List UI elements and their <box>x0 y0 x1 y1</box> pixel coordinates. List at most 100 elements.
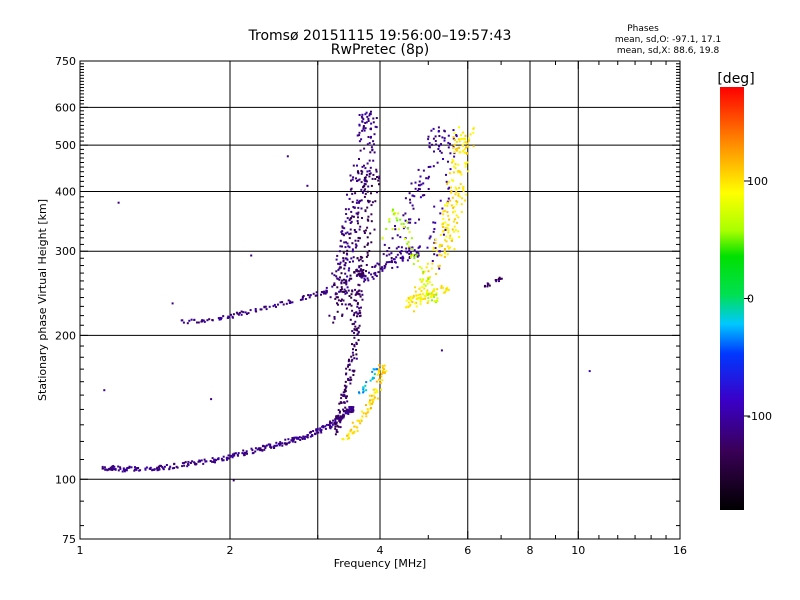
echo-point-11 <box>444 226 447 229</box>
echo-point-5 <box>418 245 421 248</box>
echo-point-6 <box>388 247 391 249</box>
echo-point-7 <box>441 207 444 210</box>
echo-point-1 <box>347 377 350 380</box>
echo-point-0 <box>171 467 174 470</box>
echo-point-8 <box>375 389 378 392</box>
echo-point-3 <box>342 233 345 236</box>
echo-point-2 <box>247 312 250 315</box>
echo-point-11 <box>462 131 464 134</box>
echo-point-0 <box>340 418 342 421</box>
echo-point-13 <box>373 373 376 376</box>
echo-point-3 <box>337 268 340 271</box>
echo-point-7 <box>432 230 435 233</box>
echo-point-11 <box>455 190 458 193</box>
echo-point-3 <box>372 121 375 124</box>
echo-point-6 <box>409 201 412 204</box>
echo-point-9 <box>425 266 428 269</box>
echo-point-13 <box>362 390 365 393</box>
echo-point-2 <box>275 305 277 308</box>
echo-point-6 <box>428 142 431 145</box>
echo-point-7 <box>453 155 456 158</box>
echo-point-2 <box>254 308 257 310</box>
echo-point-3 <box>356 164 358 167</box>
echo-point-1 <box>337 425 340 428</box>
echo-point-6 <box>394 228 397 231</box>
echo-point-5 <box>408 252 411 255</box>
y-axis-label: Stationary phase Virtual Height [km] <box>36 199 49 401</box>
echo-point-3 <box>344 292 347 295</box>
echo-point-3 <box>362 118 365 121</box>
echo-point-3 <box>348 246 351 249</box>
echo-point-8 <box>360 420 363 423</box>
echo-point-0 <box>233 452 236 455</box>
echo-point-3 <box>367 136 370 138</box>
echo-point-1 <box>359 311 362 314</box>
echo-point-9 <box>454 167 457 170</box>
echo-point-6 <box>404 212 407 215</box>
echo-point-8 <box>354 425 357 428</box>
echo-point-0 <box>312 430 315 432</box>
echo-point-10 <box>406 305 409 308</box>
echo-point-0 <box>213 458 216 461</box>
echo-point-0 <box>126 467 129 470</box>
echo-point-8 <box>347 432 350 435</box>
echo-point-0 <box>277 442 280 445</box>
echo-point-0 <box>231 453 234 456</box>
echo-point-3 <box>364 122 367 124</box>
y-tick-label: 75 <box>62 533 76 546</box>
echo-point-5 <box>401 255 404 258</box>
echo-point-3 <box>350 210 353 213</box>
echo-point-2 <box>282 303 285 306</box>
echo-point-4 <box>363 232 366 234</box>
echo-point-4 <box>358 293 361 296</box>
echo-point-12 <box>423 283 426 286</box>
echo-point-4 <box>365 270 367 273</box>
echo-point-0 <box>114 468 117 470</box>
echo-point-0 <box>181 462 184 465</box>
echo-point-8 <box>346 437 349 440</box>
echo-point-11 <box>450 191 453 194</box>
echo-point-7 <box>443 139 446 142</box>
echo-point-0 <box>186 465 189 468</box>
echo-point-4 <box>365 264 368 266</box>
echo-point-3 <box>338 267 341 270</box>
echo-point-3 <box>370 146 373 149</box>
echo-point-7 <box>452 129 455 132</box>
echo-point-8 <box>381 370 384 372</box>
echo-point-10 <box>445 287 448 290</box>
echo-point-13 <box>371 370 374 373</box>
echo-point-0 <box>245 450 248 453</box>
echo-point-11 <box>466 145 469 148</box>
echo-point-12 <box>400 223 403 225</box>
echo-point-0 <box>300 436 303 439</box>
echo-point-1 <box>351 351 354 354</box>
echo-point-0 <box>139 469 142 472</box>
echo-point-12 <box>388 220 391 223</box>
echo-point-8 <box>371 402 374 405</box>
echo-point-11 <box>452 206 455 209</box>
echo-point-0 <box>252 451 255 454</box>
echo-point-15 <box>117 201 120 204</box>
echo-point-8 <box>383 368 385 371</box>
echo-point-5 <box>378 263 380 266</box>
echo-point-4 <box>349 303 351 306</box>
echo-point-6 <box>402 214 405 217</box>
echo-point-3 <box>358 134 361 137</box>
echo-point-6 <box>413 195 416 198</box>
echo-point-3 <box>366 115 369 118</box>
echo-point-5 <box>363 274 366 277</box>
echo-point-3 <box>343 241 346 244</box>
echo-point-0 <box>324 425 327 428</box>
echo-point-9 <box>463 148 466 151</box>
echo-point-0 <box>279 441 282 444</box>
echo-point-1 <box>355 274 358 277</box>
echo-point-9 <box>465 146 467 149</box>
echo-point-14 <box>488 284 491 287</box>
echo-point-0 <box>214 461 216 464</box>
echo-point-4 <box>351 289 354 292</box>
echo-point-3 <box>363 189 366 192</box>
echo-point-12 <box>402 222 405 225</box>
echo-point-9 <box>426 302 429 304</box>
echo-point-0 <box>134 466 136 469</box>
echo-point-9 <box>455 149 458 152</box>
